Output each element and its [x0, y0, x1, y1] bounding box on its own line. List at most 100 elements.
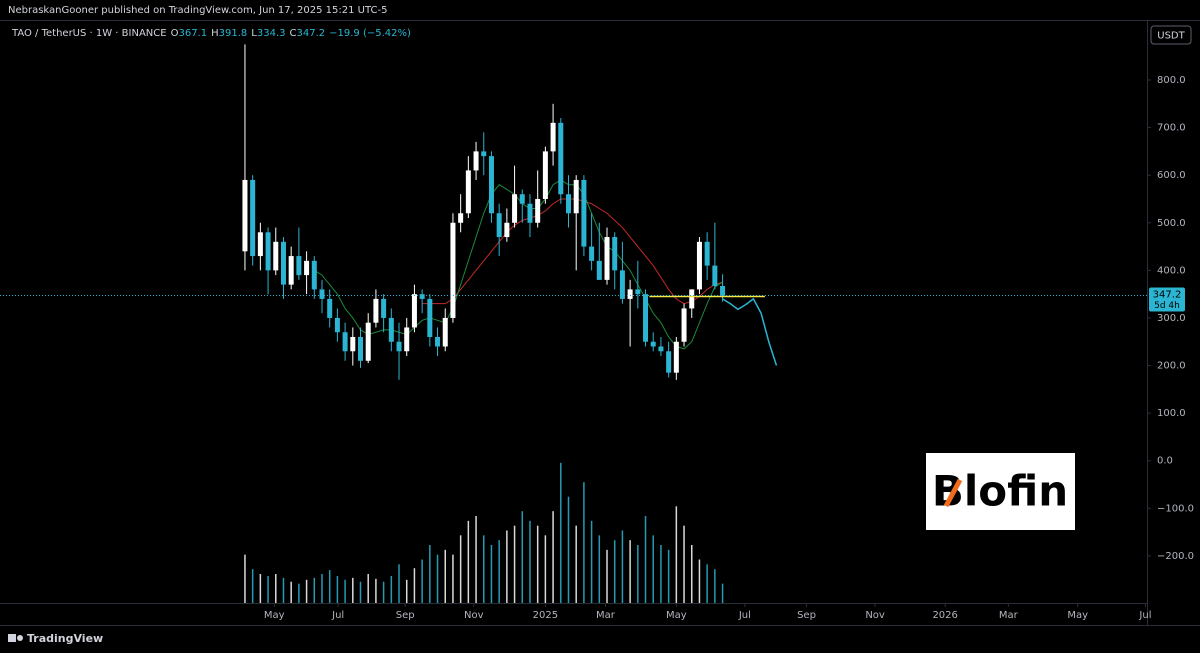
countdown: 5d 4h	[1154, 301, 1180, 311]
candle-body	[327, 298, 333, 318]
volume-bar	[560, 462, 562, 603]
volume-bar	[282, 577, 285, 603]
candle-body	[288, 256, 294, 285]
volume-bar	[536, 525, 539, 603]
y-tick-label: 500.0	[1157, 218, 1186, 229]
candle-body	[350, 336, 356, 352]
volume-bar	[352, 577, 354, 603]
volume-bar	[267, 575, 269, 603]
legend-text: O	[171, 28, 179, 39]
candle-body	[565, 194, 571, 214]
candle-body	[496, 213, 502, 238]
volume-bar	[660, 545, 662, 603]
candle-body	[643, 294, 649, 342]
legend-text: 347.2	[296, 28, 325, 39]
candle-body	[242, 179, 248, 252]
legend-text: H	[211, 28, 219, 39]
candle-body	[280, 241, 286, 285]
candle-body	[681, 308, 687, 342]
volume-bar	[698, 559, 701, 603]
volume-bar	[405, 579, 408, 603]
volume-bar	[382, 581, 385, 603]
x-tick-label: Mar	[596, 610, 616, 621]
x-tick-label: May	[264, 610, 285, 621]
volume-bar	[629, 540, 631, 603]
volume-bar	[513, 525, 516, 603]
candle-body	[419, 294, 425, 299]
logo-slash	[943, 478, 963, 508]
volume-bar	[305, 579, 308, 603]
volume-bar	[259, 574, 262, 603]
candle-body	[627, 289, 633, 299]
candle-body	[650, 341, 656, 347]
currency-button[interactable]	[1150, 25, 1192, 45]
y-tick-label: 100.0	[1157, 408, 1186, 419]
candle-body	[396, 341, 402, 352]
volume-bar	[375, 578, 377, 603]
candle-body	[388, 317, 394, 342]
y-tick-label: 0.0	[1157, 456, 1173, 467]
candle-body	[458, 213, 464, 223]
x-tick-label: Sep	[797, 610, 816, 621]
x-tick-label: May	[1067, 610, 1088, 621]
y-tick-label: −200.0	[1157, 551, 1194, 562]
volume-bar	[467, 520, 470, 603]
volume-bar	[598, 535, 601, 603]
volume-bar	[390, 575, 393, 603]
volume-bar	[552, 511, 554, 603]
y-tick-label: 400.0	[1157, 265, 1186, 276]
candle-body	[250, 179, 256, 257]
candle-body	[689, 289, 695, 309]
volume-bar	[590, 520, 593, 603]
candle-body	[481, 151, 487, 157]
y-tick-label: 300.0	[1157, 313, 1186, 324]
candle-body	[581, 179, 587, 247]
candle-body	[635, 289, 641, 295]
candle-body	[273, 241, 279, 271]
candle-body	[589, 246, 595, 261]
volume-bar	[413, 568, 416, 603]
candle-body	[304, 260, 310, 276]
candle-body	[265, 232, 271, 271]
volume-bar	[575, 525, 577, 603]
x-tick-label: May	[666, 610, 687, 621]
x-tick-label: 2026	[932, 610, 957, 621]
volume-bar	[667, 549, 670, 603]
candle-body	[619, 270, 625, 299]
volume-bar	[706, 564, 708, 603]
candle-body	[658, 346, 664, 352]
x-tick-label: Nov	[464, 610, 484, 621]
candle-body	[666, 351, 672, 373]
candle-body	[450, 222, 456, 318]
x-tick-label: Jul	[331, 610, 344, 621]
volume-bar	[367, 574, 369, 603]
volume-bar	[475, 516, 477, 603]
volume-bar	[652, 535, 654, 603]
y-tick-label: 700.0	[1157, 123, 1186, 134]
candle-body	[673, 341, 679, 373]
volume-bar	[721, 583, 724, 603]
candle-body	[504, 222, 510, 238]
volume-bar	[328, 570, 331, 603]
legend-text: L	[251, 28, 257, 39]
legend-row: TAO / TetherUS · 1W · BINANCE O367.1 H391.…	[11, 28, 411, 39]
candle-body	[558, 122, 564, 195]
volume-bar	[683, 525, 685, 603]
volume-bar	[429, 545, 431, 603]
volume-bar	[436, 554, 439, 603]
volume-bar	[637, 545, 639, 603]
volume-bar	[444, 549, 446, 603]
candle-body	[311, 260, 317, 290]
y-tick-label: −100.0	[1157, 503, 1194, 514]
volume-bar	[621, 530, 624, 603]
candle-body	[527, 203, 533, 223]
volume-bar	[613, 540, 616, 603]
candle-body	[696, 241, 702, 290]
volume-bar	[567, 496, 570, 603]
volume-bar	[421, 559, 423, 603]
legend-text: C	[290, 28, 297, 39]
candle-body	[442, 317, 448, 347]
footer-brand: TradingView	[8, 632, 103, 645]
legend-text: 334.3	[257, 28, 286, 39]
